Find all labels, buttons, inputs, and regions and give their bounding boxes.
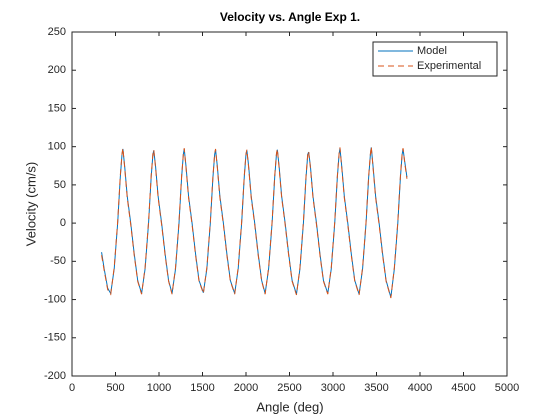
chart-title: Velocity vs. Angle Exp 1.: [220, 10, 360, 24]
legend-label: Model: [417, 45, 447, 57]
x-tick-label: 500: [106, 382, 124, 394]
x-tick-label: 4000: [408, 382, 432, 394]
x-axis-label: Angle (deg): [256, 399, 323, 414]
x-tick-label: 0: [69, 382, 75, 394]
y-tick-label: 50: [54, 179, 66, 191]
x-tick-label: 4500: [451, 382, 475, 394]
y-tick-label: 250: [48, 26, 66, 38]
y-tick-label: 200: [48, 64, 66, 76]
y-tick-label: -100: [44, 293, 66, 305]
x-tick-label: 5000: [495, 382, 519, 394]
y-tick-label: -50: [50, 255, 66, 267]
x-tick-label: 3000: [321, 382, 345, 394]
y-tick-label: 0: [60, 217, 66, 229]
x-tick-label: 1500: [190, 382, 214, 394]
x-tick-label: 2500: [277, 382, 301, 394]
axes-box: [71, 31, 508, 377]
x-tick-label: 1000: [147, 382, 171, 394]
x-tick-label: 3500: [364, 382, 388, 394]
legend-box: [372, 41, 498, 77]
plot-area: [72, 32, 507, 376]
x-tick-label: 2000: [234, 382, 258, 394]
legend-label: Experimental: [417, 60, 481, 72]
y-tick-label: 100: [48, 141, 66, 153]
y-tick-label: -200: [44, 370, 66, 382]
y-axis-label: Velocity (cm/s): [23, 162, 38, 247]
y-tick-label: 150: [48, 102, 66, 114]
y-tick-label: -150: [44, 332, 66, 344]
